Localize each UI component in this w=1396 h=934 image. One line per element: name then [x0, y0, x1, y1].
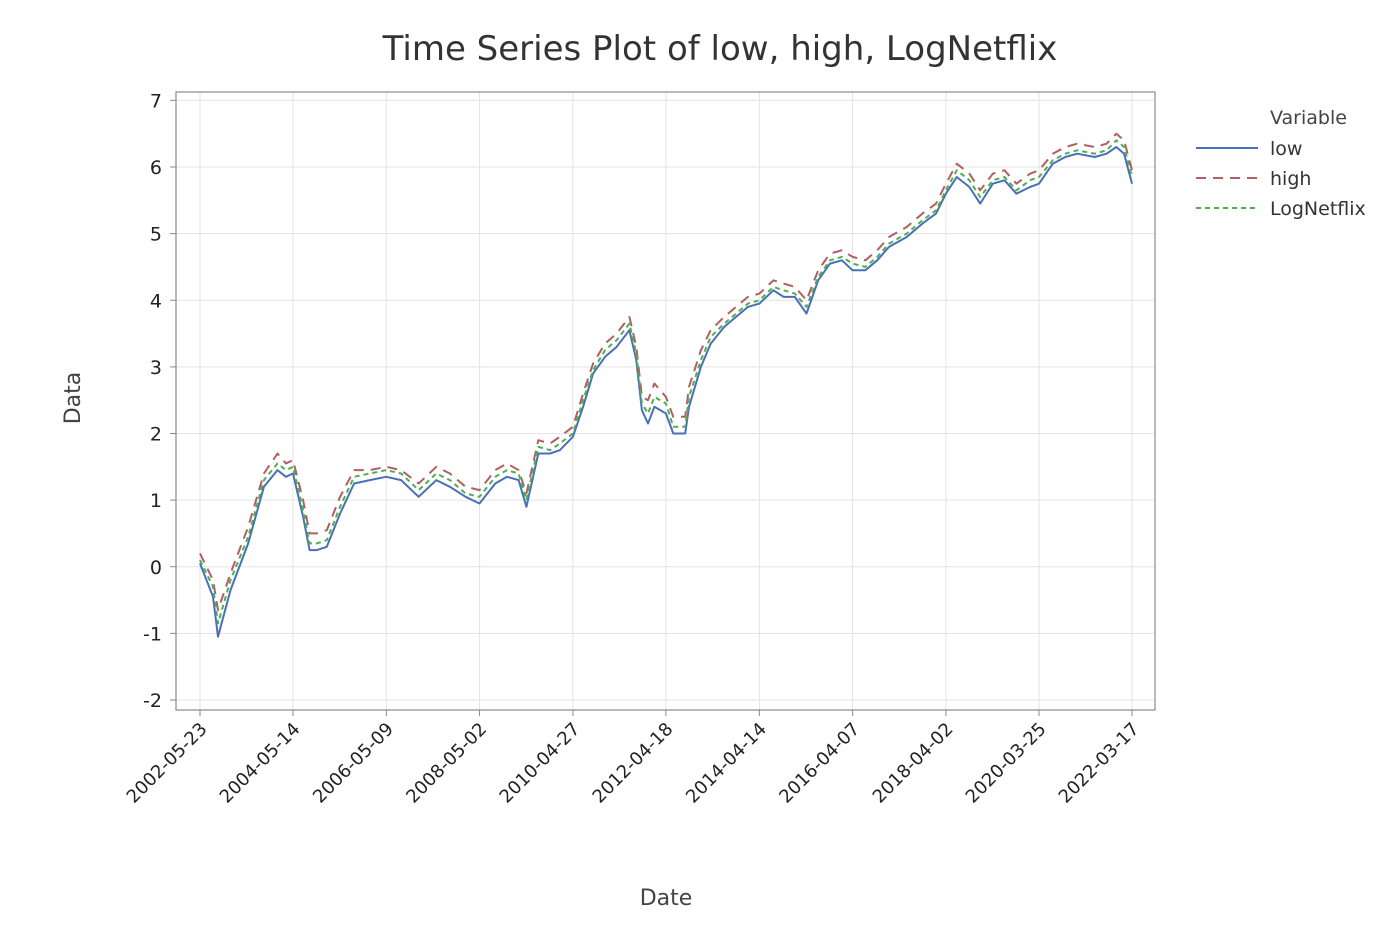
legend-label-lognetflix: LogNetflix	[1270, 198, 1366, 220]
x-tick-label: 2012-04-18	[589, 719, 678, 808]
y-tick-label: 2	[150, 424, 162, 446]
y-tick-label: -2	[143, 690, 162, 712]
x-axis-title: Date	[640, 886, 693, 911]
y-tick-label: 5	[150, 224, 162, 246]
y-tick-label: 0	[150, 557, 162, 579]
y-tick-label: 7	[150, 90, 162, 112]
x-tick-label: 2018-04-02	[869, 719, 958, 808]
y-tick-label: -1	[143, 623, 162, 645]
x-tick-label: 2016-04-07	[775, 719, 864, 808]
x-tick-label: 2002-05-23	[123, 719, 212, 808]
y-tick-label: 4	[150, 290, 162, 312]
x-tick-label: 2020-03-25	[962, 719, 1051, 808]
x-tick-label: 2014-04-14	[682, 719, 771, 808]
y-tick-label: 1	[150, 490, 162, 512]
legend-title: Variable	[1270, 107, 1347, 129]
legend-label-high: high	[1270, 168, 1311, 190]
chart-title: Time Series Plot of low, high, LogNetfli…	[382, 29, 1058, 69]
grid	[176, 92, 1155, 710]
legend-label-low: low	[1270, 138, 1302, 160]
x-tick-label: 2006-05-09	[309, 719, 398, 808]
x-tick-label: 2004-05-14	[216, 719, 305, 808]
x-tick-label: 2022-03-17	[1055, 719, 1144, 808]
x-tick-label: 2010-04-27	[496, 719, 585, 808]
y-tick-label: 3	[150, 357, 162, 379]
y-tick-label: 6	[150, 157, 162, 179]
series-group	[199, 132, 1133, 638]
series-line-low	[199, 146, 1133, 638]
series-line-high	[199, 132, 1133, 612]
series-line-lognetflix	[199, 139, 1133, 625]
y-axis-title: Data	[61, 372, 86, 425]
legend: Variable low high LogNetflix	[1196, 107, 1366, 220]
x-tick-label: 2008-05-02	[402, 719, 491, 808]
